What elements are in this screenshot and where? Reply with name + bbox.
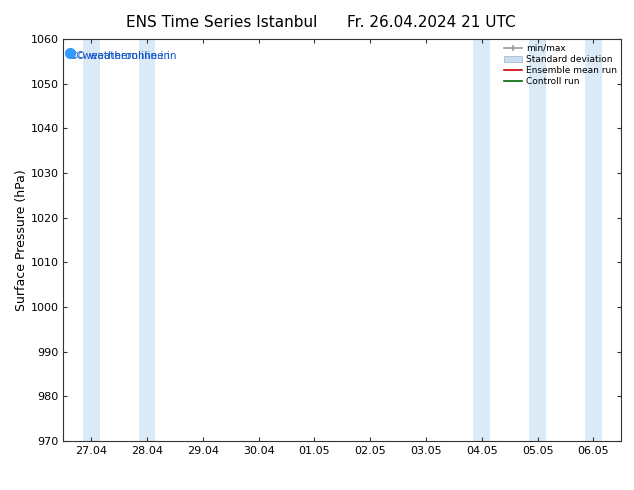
Bar	[83, 39, 100, 441]
Bar	[529, 39, 546, 441]
Bar	[139, 39, 155, 441]
Y-axis label: Surface Pressure (hPa): Surface Pressure (hPa)	[15, 169, 28, 311]
Bar	[474, 39, 490, 441]
Text: © weatheronline.in: © weatheronline.in	[69, 51, 176, 61]
Bar	[585, 39, 602, 441]
Bar	[139, 39, 155, 441]
Bar	[585, 39, 602, 441]
Bar	[529, 39, 546, 441]
Text: Fr. 26.04.2024 21 UTC: Fr. 26.04.2024 21 UTC	[347, 15, 515, 30]
Legend: min/max, Standard deviation, Ensemble mean run, Controll run: min/max, Standard deviation, Ensemble me…	[501, 41, 619, 89]
Bar	[474, 39, 490, 441]
Text: ENS Time Series Istanbul: ENS Time Series Istanbul	[126, 15, 318, 30]
Text: © weatheronline.in: © weatheronline.in	[69, 51, 170, 61]
Bar	[83, 39, 100, 441]
